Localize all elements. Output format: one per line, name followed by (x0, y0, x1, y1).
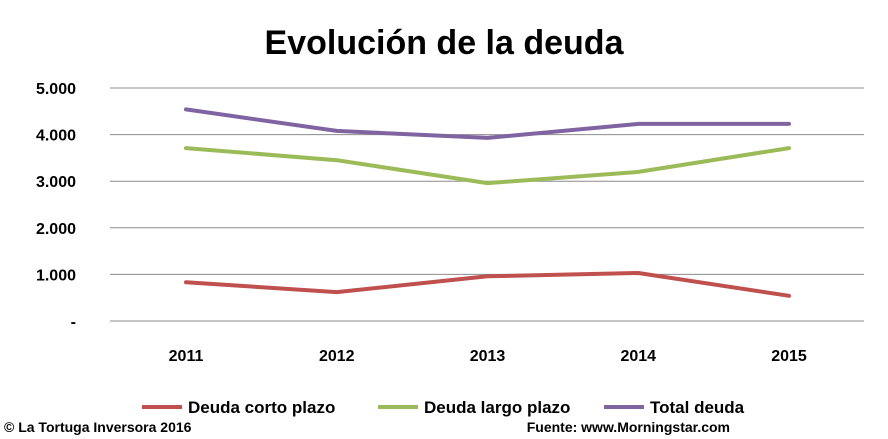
copyright-text: © La Tortuga Inversora 2016 (4, 419, 192, 435)
legend: Deuda corto plazo Deuda largo plazo Total … (142, 398, 745, 417)
gridlines (110, 87, 864, 322)
legend-label-1: Deuda largo plazo (424, 398, 570, 417)
x-tick-label: 2011 (169, 348, 204, 365)
y-tick-label: 2.000 (36, 221, 76, 238)
x-tick-label: 2014 (620, 348, 656, 365)
y-tick-label: 3.000 (36, 174, 76, 191)
x-axis-ticks: 2011 2012 2013 2014 2015 (169, 348, 807, 365)
source-text: Fuente: www.Morningstar.com (527, 419, 730, 435)
y-tick-label: 4.000 (36, 128, 76, 145)
x-tick-label: 2015 (771, 348, 807, 365)
y-tick-label: - (71, 314, 76, 331)
x-tick-label: 2013 (470, 348, 506, 365)
y-axis-ticks: - 1.000 2.000 3.000 4.000 5.000 (36, 81, 76, 331)
chart-title: Evolución de la deuda (265, 24, 625, 62)
series-line-2 (184, 107, 791, 140)
series-line-0 (184, 271, 791, 298)
legend-label-0: Deuda corto plazo (188, 398, 335, 417)
x-tick-label: 2012 (319, 348, 355, 365)
series-lines (184, 107, 791, 298)
y-tick-label: 5.000 (36, 81, 76, 98)
legend-label-2: Total deuda (650, 398, 745, 417)
y-tick-label: 1.000 (36, 267, 76, 284)
series-line-1 (184, 146, 791, 186)
